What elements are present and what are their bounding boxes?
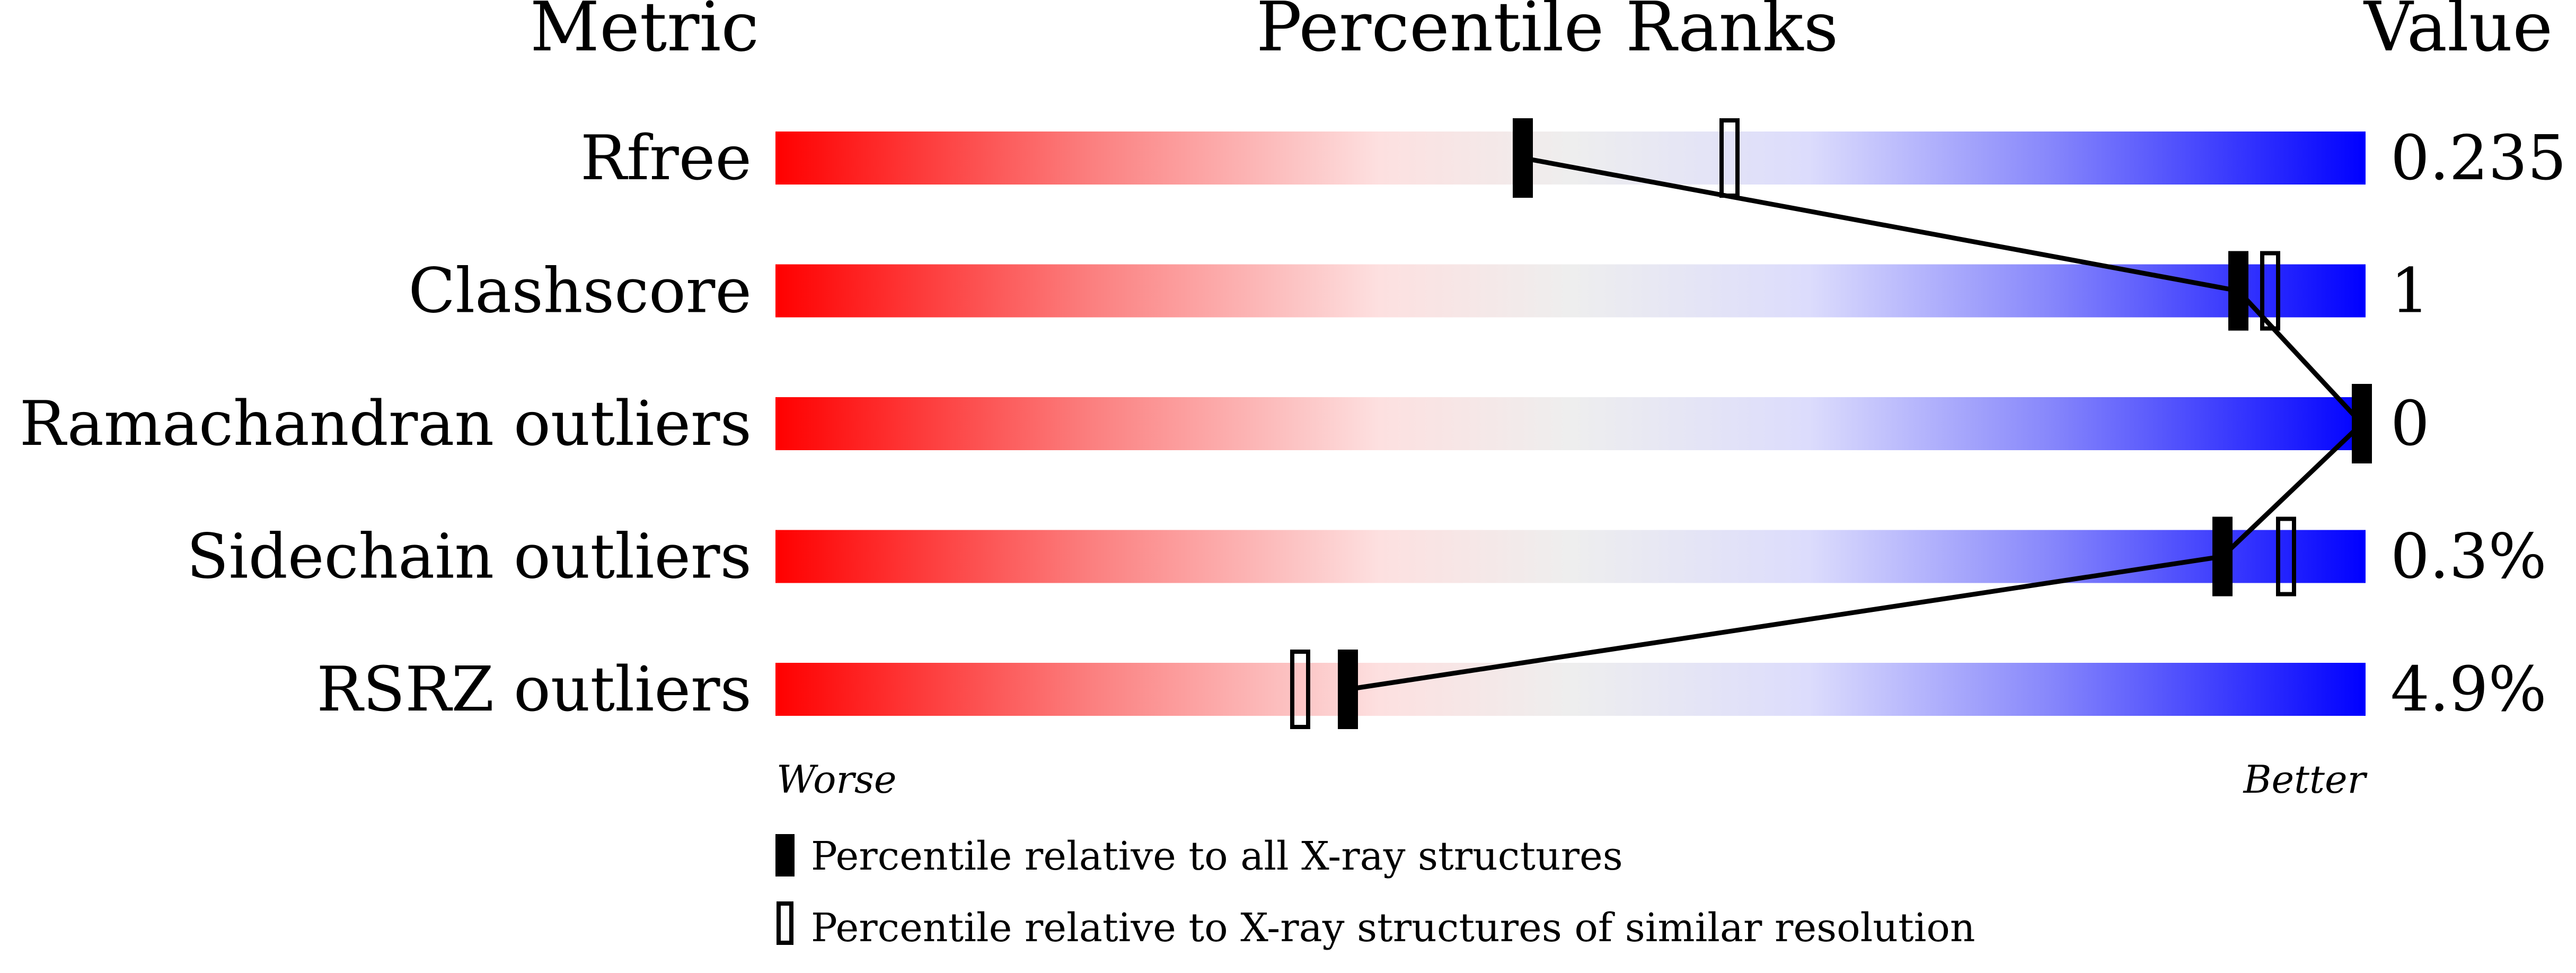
percentile-bar (775, 397, 2366, 450)
metric-label: Sidechain outliers (187, 521, 752, 593)
all-structures-marker (1338, 650, 1358, 729)
metric-value: 0 (2390, 388, 2430, 460)
all-structures-marker (2352, 384, 2372, 463)
header-metric: Metric (530, 0, 759, 67)
metric-value: 4.9% (2390, 654, 2547, 725)
header-percentile-ranks: Percentile Ranks (1256, 0, 1838, 67)
metric-value: 0.235 (2390, 122, 2566, 194)
metric-label: RSRZ outliers (316, 654, 752, 725)
metric-label: Rfree (580, 122, 752, 194)
metric-value: 0.3% (2390, 521, 2547, 593)
all-structures-marker (2212, 516, 2233, 597)
similar-resolution-marker (2260, 251, 2280, 331)
legend-similar-label: Percentile relative to X-ray structures … (811, 905, 1975, 951)
percentile-bar (775, 663, 2366, 716)
all-structures-marker (2228, 251, 2248, 331)
metric-label: Clashscore (408, 256, 752, 327)
percentile-bar (775, 530, 2366, 583)
percentile-bar (775, 132, 2366, 185)
header-value: Value (2363, 0, 2553, 67)
percentile-bar (775, 264, 2366, 318)
legend-all-label: Percentile relative to all X-ray structu… (811, 834, 1623, 879)
legend-open-marker (777, 901, 793, 945)
metric-label: Ramachandran outliers (20, 388, 752, 460)
all-structures-marker (1513, 118, 1533, 198)
legend-filled-marker (775, 834, 795, 876)
metric-value: 1 (2390, 256, 2430, 327)
similar-resolution-marker (1290, 650, 1310, 729)
similar-resolution-marker (2276, 516, 2296, 597)
axis-worse-label: Worse (777, 757, 896, 802)
axis-better-label: Better (2243, 757, 2368, 802)
similar-resolution-marker (1719, 118, 1740, 198)
